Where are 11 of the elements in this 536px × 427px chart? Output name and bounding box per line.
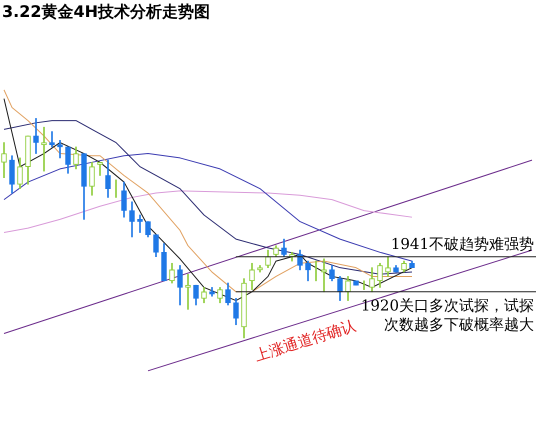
ref-line-label: 1941不破趋势难强势 xyxy=(390,235,534,254)
candlestick xyxy=(49,131,55,148)
candlestick xyxy=(57,140,63,158)
candlestick xyxy=(321,258,327,292)
ref-line-label: 1920关口多次试探，试探次数越多下破概率越大 xyxy=(360,296,534,334)
chart-title: 3.22黄金4H技术分析走势图 xyxy=(0,2,212,23)
candlestick xyxy=(41,126,47,172)
candlestick xyxy=(137,214,143,233)
annotation: 上涨通道待确认 xyxy=(252,316,358,365)
candlestick xyxy=(33,118,39,154)
candlestick xyxy=(97,162,103,176)
